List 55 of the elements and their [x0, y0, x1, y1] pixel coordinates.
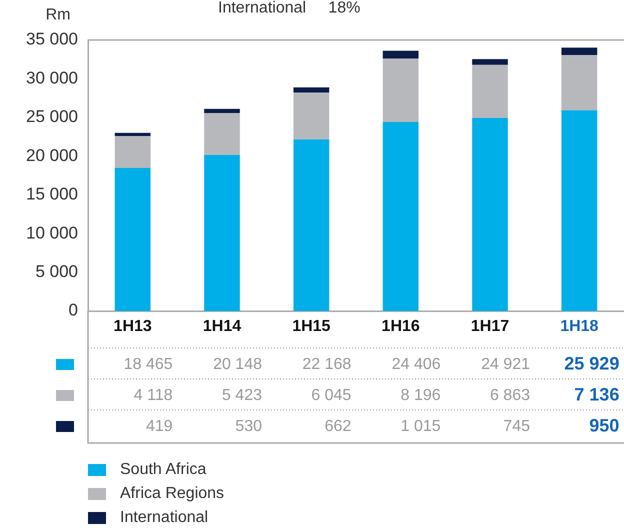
data-label: 20 148: [213, 356, 262, 373]
bar: [561, 54, 598, 110]
bar: [472, 59, 508, 65]
data-label: 745: [503, 418, 530, 435]
data-label: 7 136: [574, 384, 620, 404]
data-label: 24 921: [481, 356, 530, 373]
bar: [382, 58, 419, 122]
data-label: 5 423: [222, 386, 262, 404]
legend-label: International: [120, 509, 208, 527]
y-tick-label: 30 000: [26, 68, 78, 88]
data-label: 662: [324, 418, 352, 435]
y-tick-label: 10 000: [26, 223, 78, 242]
bar: [561, 110, 598, 311]
data-label: 530: [235, 418, 262, 435]
bar: [204, 154, 240, 311]
bar: [114, 136, 151, 168]
data-label: 6 045: [311, 386, 352, 404]
data-label: 6 863: [490, 386, 530, 404]
bar: [204, 113, 240, 155]
y-tick-label: 0: [68, 300, 78, 320]
bar: [114, 132, 151, 136]
data-label: 8 196: [400, 386, 441, 404]
bar: [293, 139, 330, 311]
bar: [114, 168, 151, 311]
bar: [293, 92, 330, 140]
bar: [382, 50, 419, 59]
bar: [204, 108, 240, 114]
data-label: 25 929: [564, 353, 620, 374]
x-tick-label: 1H13: [114, 318, 152, 336]
x-tick-label: 1H15: [292, 318, 331, 336]
legend-label: Africa Regions: [120, 485, 224, 503]
data-label: 24 406: [392, 356, 441, 373]
bar: [382, 122, 419, 311]
bar: [472, 118, 508, 311]
y-tick-label: 5 000: [35, 262, 78, 281]
data-label: 4 118: [134, 386, 173, 404]
bar: [472, 64, 508, 118]
data-label: 18 465: [124, 356, 173, 373]
y-tick-label: 25 000: [26, 107, 78, 126]
x-tick-label: 1H16: [382, 318, 420, 336]
data-label: 22 168: [302, 356, 352, 373]
y-tick-label: 35 000: [26, 30, 78, 49]
bar: [561, 48, 598, 55]
y-axis-title: Rm: [46, 6, 70, 24]
y-tick-label: 20 000: [26, 146, 78, 165]
legend-label: South Africa: [120, 461, 206, 479]
y-tick-label: 15 000: [26, 184, 78, 204]
data-label: 1 015: [400, 418, 441, 435]
x-tick-label: 1H18: [560, 318, 599, 336]
x-tick-label: 1H14: [202, 318, 242, 336]
text: International 18%: [218, 0, 360, 16]
data-label: 419: [146, 418, 173, 435]
data-label: 950: [589, 415, 620, 436]
bar: [293, 87, 330, 93]
x-tick-label: 1H17: [470, 318, 510, 336]
